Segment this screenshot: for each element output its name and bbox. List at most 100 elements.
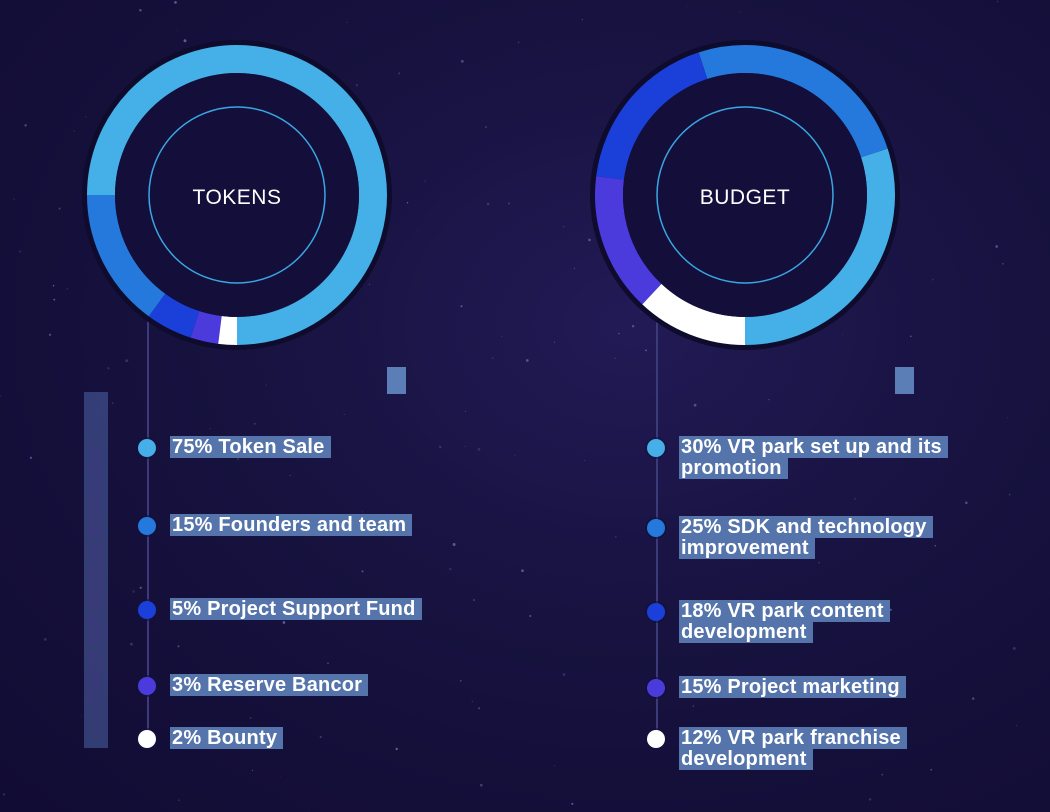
star [279, 776, 281, 778]
star [1002, 262, 1004, 265]
star [573, 267, 575, 269]
star [439, 445, 442, 449]
legend-label: 2% Bounty [170, 727, 284, 749]
star [53, 298, 56, 301]
tokens-donut-chart [82, 40, 392, 350]
star [889, 608, 892, 611]
star [406, 201, 409, 204]
legend-label-text: 15% Project marketing [679, 676, 906, 698]
star [111, 402, 114, 404]
star [881, 773, 884, 776]
legend-label-text: 12% VR park franchise development [679, 727, 907, 770]
legend-dot [647, 603, 665, 621]
donut-slice-2 [148, 293, 200, 338]
legend-label-text: 5% Project Support Fund [170, 598, 422, 620]
donut-slice-3 [190, 310, 223, 344]
star [29, 456, 33, 459]
star [529, 614, 532, 618]
star [473, 599, 475, 601]
star [107, 366, 110, 370]
star [346, 21, 348, 23]
star [1015, 724, 1018, 727]
donut-hole [623, 73, 867, 317]
inner-ring [148, 106, 326, 284]
star [581, 18, 584, 21]
legend-label-text: 18% VR park content development [679, 600, 890, 643]
star [58, 207, 61, 210]
star [588, 238, 591, 242]
star [52, 284, 55, 287]
star [583, 459, 585, 462]
legend-dot [138, 601, 156, 619]
star [417, 230, 418, 231]
star [686, 5, 688, 7]
legend-label: 25% SDK and technology improvement [679, 516, 1007, 559]
legend-dot [138, 677, 156, 695]
legend-dot [647, 679, 665, 697]
legend-label: 75% Token Sale [170, 436, 331, 458]
star [13, 198, 15, 200]
legend-label: 18% VR park content development [679, 600, 1007, 643]
star [236, 458, 240, 461]
legend-dot [138, 517, 156, 535]
star [996, 0, 999, 3]
legend-dot [138, 439, 156, 457]
star [368, 283, 370, 285]
donut-slice-1 [87, 194, 166, 317]
legend-label-text: 30% VR park set up and its promotion [679, 436, 948, 479]
legend-item: 5% Project Support Fund [138, 598, 518, 620]
legend-label: 12% VR park franchise development [679, 727, 1007, 770]
donut-slice-0 [744, 148, 895, 345]
star [521, 569, 524, 572]
star [178, 799, 180, 802]
star [1008, 493, 1011, 496]
star [640, 311, 642, 313]
donut-slice-1 [698, 45, 888, 158]
star [327, 662, 329, 665]
star [395, 747, 398, 751]
star [139, 586, 142, 589]
star [66, 288, 68, 290]
donut-slice-3 [595, 176, 662, 305]
star [73, 130, 75, 132]
legend-item: 30% VR park set up and its promotion [647, 436, 1007, 479]
donut-slice-2 [596, 52, 708, 181]
legend-label-text: 3% Reserve Bancor [170, 674, 369, 696]
star [253, 422, 256, 425]
star [909, 335, 912, 338]
legend-dot [647, 439, 665, 457]
legend-label: 30% VR park set up and its promotion [679, 436, 1007, 479]
star [631, 324, 635, 328]
star [842, 334, 844, 336]
legend-item: 15% Project marketing [647, 676, 1007, 698]
donut-hole [115, 73, 359, 317]
star [398, 72, 401, 75]
star [562, 673, 566, 676]
star [854, 497, 857, 500]
tokens-marker [387, 367, 406, 394]
star [818, 562, 820, 564]
star [484, 126, 487, 129]
budget-donut-chart [590, 40, 900, 350]
legend-label: 5% Project Support Fund [170, 598, 422, 620]
legend-label-text: 75% Token Sale [170, 436, 331, 458]
legend-item: 18% VR park content development [647, 600, 1007, 643]
legend-dot [647, 730, 665, 748]
inner-ring [656, 106, 834, 284]
star [174, 1, 177, 4]
star [265, 384, 267, 386]
star [471, 700, 474, 703]
star [289, 474, 291, 476]
star [739, 11, 741, 13]
star [80, 714, 82, 716]
star [930, 768, 933, 771]
star [183, 39, 187, 43]
star [343, 413, 345, 415]
legend-item: 3% Reserve Bancor [138, 674, 518, 696]
star [209, 427, 211, 430]
star [464, 445, 466, 447]
star [48, 333, 52, 336]
star [478, 707, 481, 710]
star [618, 332, 620, 335]
star [43, 637, 47, 641]
